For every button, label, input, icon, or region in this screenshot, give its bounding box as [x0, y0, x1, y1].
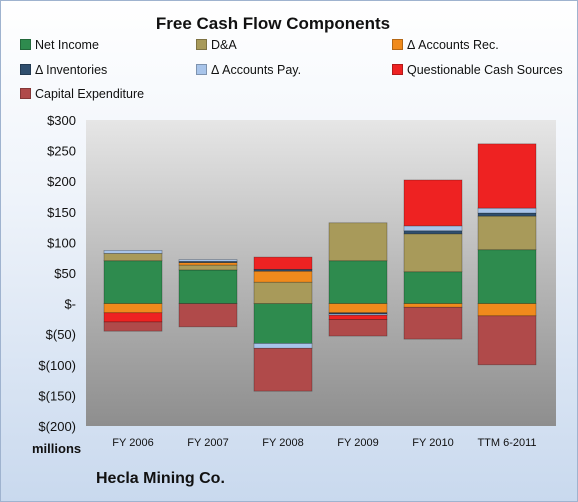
legend-swatch	[392, 64, 403, 75]
bar-segment	[403, 303, 463, 308]
legend-label: Net Income	[35, 38, 99, 52]
bar-segment	[477, 215, 537, 251]
y-tick-label: $150	[47, 205, 76, 220]
legend-swatch	[20, 39, 31, 50]
company-name: Hecla Mining Co.	[96, 470, 225, 487]
y-tick-label: $(150)	[38, 388, 76, 403]
x-category-label: FY 2006	[112, 437, 153, 449]
legend-swatch	[20, 88, 31, 99]
bar-segment	[477, 303, 537, 317]
x-axis-categories: FY 2006 FY 2007 FY 2008 FY 2009 FY 2010 TTM 6…	[112, 437, 536, 449]
bar-segment	[403, 233, 463, 273]
bar-segment	[253, 281, 313, 304]
legend-item: Questionable Cash Sources	[392, 63, 563, 77]
x-category-label: FY 2007	[187, 437, 228, 449]
bar-segment	[403, 179, 463, 227]
legend-label: Δ Inventories	[35, 63, 108, 77]
y-tick-label: $(100)	[38, 358, 76, 373]
y-tick-label: $300	[47, 113, 76, 128]
bar-segment	[403, 271, 463, 304]
bar-segment	[178, 259, 238, 262]
legend-item: Δ Inventories	[20, 63, 107, 77]
y-tick-label: $(200)	[38, 419, 76, 434]
bar-segment	[477, 143, 537, 209]
legend-swatch	[392, 39, 403, 50]
legend-label: Questionable Cash Sources	[407, 63, 563, 77]
y-tick-label: $-	[64, 297, 76, 312]
bar-segment	[328, 303, 388, 314]
legend-swatch	[20, 64, 31, 75]
bar-segment	[253, 347, 313, 392]
bar-segment	[253, 303, 313, 344]
bar-segment	[477, 207, 537, 214]
bar-segment	[103, 321, 163, 332]
bar-segment	[103, 312, 163, 323]
bar-segment	[103, 253, 163, 262]
bar-segment	[253, 256, 313, 270]
units-label: millions	[32, 441, 82, 456]
bar-segment	[103, 303, 163, 314]
bar-segment	[328, 319, 388, 337]
legend-item: Capital Expenditure	[20, 87, 144, 101]
bar-segment	[103, 260, 163, 304]
bar-segment	[178, 262, 238, 266]
legend-label: Δ Accounts Pay.	[211, 63, 302, 77]
x-category-label: TTM 6-2011	[477, 437, 536, 449]
bar-segment	[403, 225, 463, 232]
bar-segment	[178, 303, 238, 328]
bars	[103, 143, 537, 392]
bar-segment	[253, 343, 313, 349]
y-tick-label: $50	[54, 266, 76, 281]
legend-item: Net Income	[20, 38, 99, 52]
y-tick-label: $200	[47, 174, 76, 189]
legend-item: Δ Accounts Pay.	[196, 63, 301, 77]
y-tick-label: $(50)	[46, 327, 76, 342]
legend-label: D&A	[211, 38, 237, 52]
x-category-label: FY 2009	[337, 437, 378, 449]
bar-segment	[253, 270, 313, 283]
plot-area	[86, 120, 556, 426]
chart-title: Free Cash Flow Components	[155, 14, 391, 33]
bar-segment	[477, 212, 537, 217]
legend-item: D&A	[196, 38, 237, 52]
y-tick-label: $250	[47, 144, 76, 159]
y-tick-label: $100	[47, 235, 76, 250]
bar-segment	[403, 306, 463, 340]
legend-item: Δ Accounts Rec.	[392, 38, 499, 52]
bar-segment	[328, 222, 388, 262]
bar-segment	[328, 260, 388, 304]
y-axis-ticks: $300 $250 $200 $150 $100 $50 $- $(50) $(100) $(15…	[38, 113, 76, 434]
x-category-label: FY 2008	[262, 437, 303, 449]
legend-label: Capital Expenditure	[35, 87, 145, 101]
bar-segment	[328, 314, 388, 320]
bar-segment	[403, 230, 463, 235]
legend-label: Δ Accounts Rec.	[407, 38, 499, 52]
legend-swatch	[196, 64, 207, 75]
bar-segment	[103, 250, 163, 254]
bar-segment	[477, 315, 537, 366]
x-category-label: FY 2010	[412, 437, 453, 449]
bar-segment	[477, 249, 537, 304]
bar-segment	[178, 264, 238, 271]
bar-segment	[178, 269, 238, 304]
legend-swatch	[196, 39, 207, 50]
